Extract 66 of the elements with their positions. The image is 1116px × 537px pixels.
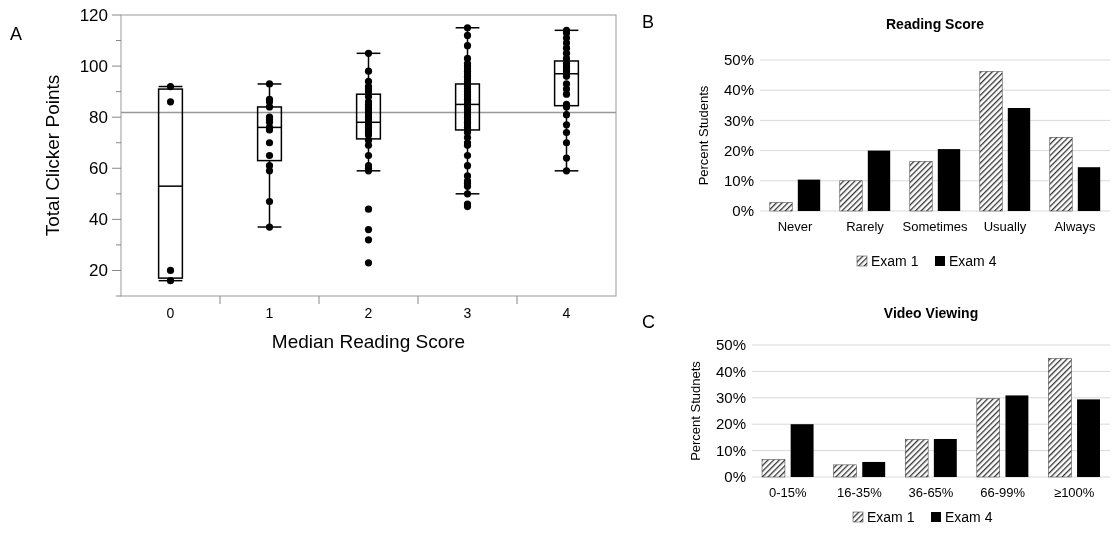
- x-tick-label: 0: [166, 305, 175, 321]
- y-tick-label: 10%: [715, 441, 746, 459]
- bar: [862, 461, 886, 477]
- text: A: [10, 24, 23, 44]
- bar: [976, 398, 1000, 478]
- bar: [833, 464, 857, 478]
- legend-label: Exam 4: [949, 252, 997, 269]
- x-tick-label: 3: [463, 305, 472, 321]
- bar: [1049, 137, 1073, 212]
- y-axis-title: Total Clicker Points: [42, 74, 63, 237]
- x-tick-label: Never: [777, 219, 813, 234]
- x-tick-label: 66-99%: [980, 485, 1026, 500]
- bar: [839, 180, 863, 212]
- x-tick-label: ≥100%: [1054, 485, 1095, 500]
- bar: [867, 150, 891, 211]
- bar: [761, 459, 786, 478]
- bar: [1077, 167, 1101, 211]
- bar: [797, 179, 821, 211]
- x-tick-label: Sometimes: [902, 219, 968, 234]
- bar: [979, 71, 1003, 212]
- x-tick-label: Rarely: [846, 219, 885, 234]
- x-tick-label: 2: [364, 305, 373, 321]
- y-tick-label: 50%: [723, 51, 754, 69]
- y-axis-title: Percent Studnets: [688, 360, 703, 461]
- bar: [904, 439, 929, 478]
- chart-title: Reading Score: [885, 16, 985, 32]
- bar: [1005, 395, 1029, 477]
- y-tick-label: 100: [79, 57, 108, 77]
- bar: [1077, 399, 1100, 477]
- chart-title: Video Viewing: [883, 305, 979, 321]
- bar: [1007, 108, 1031, 211]
- y-tick-label: 60: [89, 159, 108, 179]
- y-tick-label: 40%: [723, 81, 754, 99]
- x-tick-label: 0-15%: [769, 485, 808, 500]
- x-tick-label: Always: [1054, 219, 1097, 234]
- y-tick-label: 120: [79, 5, 108, 25]
- bar: [937, 149, 961, 211]
- legend-label: Exam 1: [867, 508, 915, 525]
- x-tick-label: 4: [562, 305, 571, 321]
- y-axis-title: Percent Students: [696, 85, 711, 186]
- legend-label: Exam 4: [945, 508, 993, 525]
- y-tick-label: 20%: [715, 415, 746, 433]
- y-tick-label: 20: [89, 261, 108, 281]
- bar: [1048, 358, 1072, 478]
- y-tick-label: 40: [89, 210, 108, 230]
- y-tick-label: 40%: [715, 362, 746, 380]
- text: B: [642, 12, 655, 32]
- y-tick-label: 10%: [723, 172, 754, 190]
- bar: [790, 424, 814, 477]
- legend-label: Exam 1: [871, 252, 919, 269]
- y-tick-label: 80: [89, 108, 108, 128]
- x-tick-label: 1: [265, 305, 274, 321]
- x-axis-title: Median Reading Score: [271, 331, 466, 352]
- y-tick-label: 30%: [723, 111, 754, 129]
- x-tick-label: 16-35%: [836, 485, 883, 500]
- y-tick-label: 0%: [724, 468, 746, 486]
- y-tick-label: 0%: [732, 202, 754, 220]
- y-tick-label: 20%: [723, 141, 754, 159]
- y-tick-label: 30%: [715, 389, 746, 407]
- bar: [933, 438, 957, 477]
- x-tick-label: 36-65%: [908, 485, 954, 500]
- y-tick-label: 50%: [715, 336, 746, 354]
- bar: [909, 161, 933, 212]
- x-tick-label: Usually: [983, 219, 1027, 234]
- text: C: [642, 312, 655, 332]
- bar: [769, 202, 793, 212]
